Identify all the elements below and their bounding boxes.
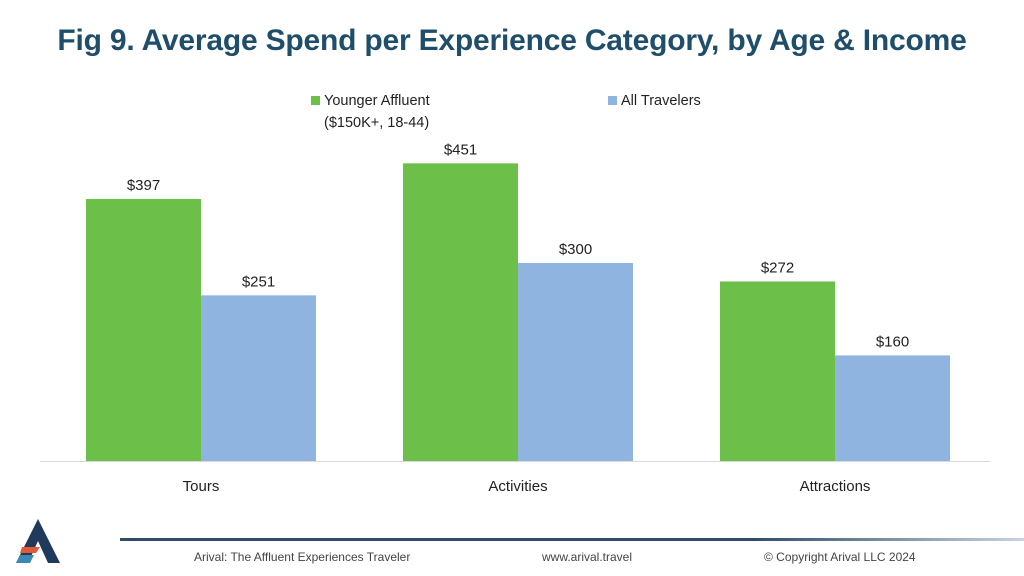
footer-report-title: Arival: The Affluent Experiences Travele… <box>194 550 411 564</box>
category-label-tours: Tours <box>183 478 220 495</box>
footer-copyright: © Copyright Arival LLC 2024 <box>764 550 916 564</box>
bar-tours-series-1 <box>86 198 201 462</box>
category-label-attractions: Attractions <box>800 478 871 495</box>
legend-label-2: All Travelers <box>621 93 701 109</box>
value-label-attractions-series-2: $160 <box>876 333 909 350</box>
arival-logo-icon <box>14 517 62 570</box>
bars <box>86 163 950 462</box>
chart-title: Fig 9. Average Spend per Experience Cate… <box>57 24 967 57</box>
value-label-attractions-series-1: $272 <box>761 259 794 276</box>
footer-rule <box>120 538 1024 541</box>
legend-swatch-2 <box>608 96 617 105</box>
footer-website: www.arival.travel <box>542 550 633 564</box>
value-label-tours-series-2: $251 <box>242 273 275 290</box>
legend: Younger Affluent ($150K+, 18-44) All Trave… <box>311 93 701 131</box>
legend-sublabel-1: ($150K+, 18-44) <box>324 115 429 131</box>
bar-tours-series-2 <box>201 295 316 461</box>
value-label-tours-series-1: $397 <box>127 177 160 194</box>
category-label-activities: Activities <box>488 478 547 495</box>
category-labels: Tours Activities Attractions <box>183 478 871 495</box>
legend-swatch-1 <box>311 96 320 105</box>
bar-attractions-series-2 <box>835 355 950 461</box>
legend-label-1: Younger Affluent <box>324 93 430 109</box>
bar-activities-series-1 <box>403 163 518 461</box>
value-label-activities-series-2: $300 <box>559 241 592 258</box>
bar-attractions-series-1 <box>720 281 835 461</box>
bar-activities-series-2 <box>518 263 633 461</box>
value-labels: $397 $251 $451 $300 $272 $160 <box>127 141 909 350</box>
bar-chart: Younger Affluent ($150K+, 18-44) All Trave… <box>40 93 990 495</box>
value-label-activities-series-1: $451 <box>444 141 477 158</box>
